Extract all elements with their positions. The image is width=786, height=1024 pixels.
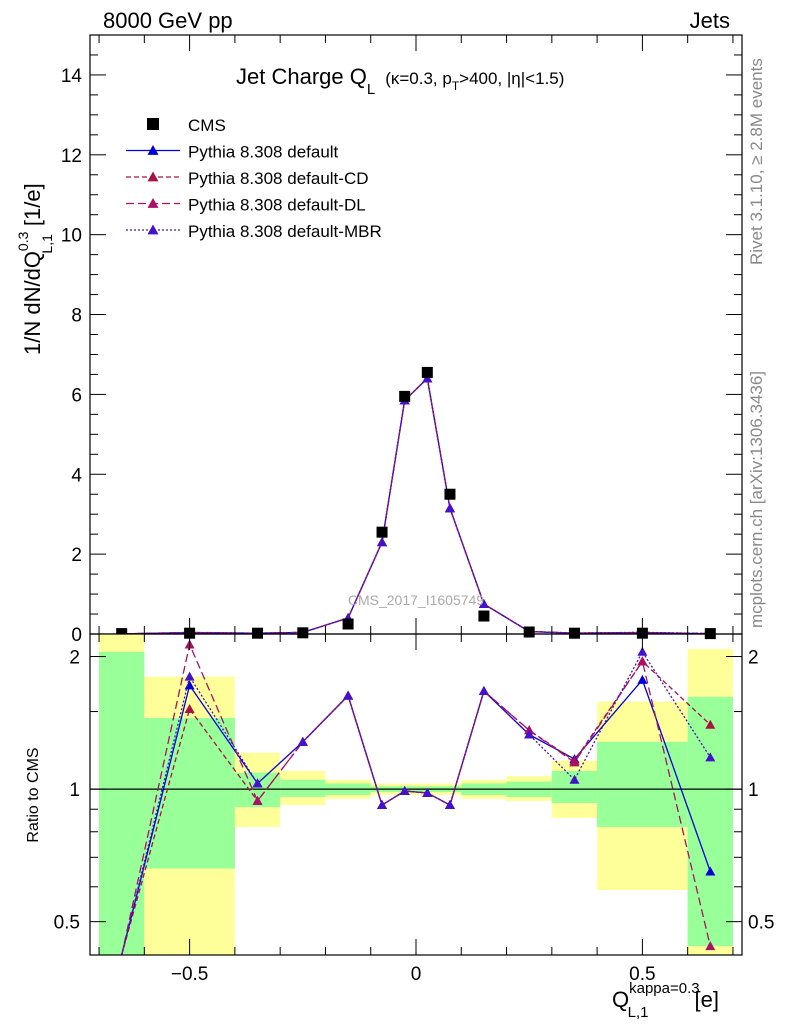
main-y-tick-label: 2 xyxy=(71,545,82,566)
ratio-series-marker xyxy=(569,774,580,784)
ratio-series-marker xyxy=(569,757,580,767)
header-right-label: Jets xyxy=(690,8,730,33)
cms-data-point xyxy=(399,390,411,402)
legend-label: Pythia 8.308 default-CD xyxy=(188,169,369,188)
cms-data-point xyxy=(297,627,309,639)
x-axis-label: Qkappa=0.3 L,1[e] xyxy=(612,980,719,1021)
legend-marker-square xyxy=(147,118,159,130)
x-tick-label: 0 xyxy=(411,964,422,985)
ratio-series-marker xyxy=(184,704,195,714)
ratio-series-marker xyxy=(705,866,716,876)
ratio-series-marker xyxy=(705,719,716,729)
legend: CMS Pythia 8.308 default Pythia 8.308 defa… xyxy=(126,116,382,241)
ratio-y-axis-label: Ratio to CMS xyxy=(25,747,42,842)
ratio-inner-band xyxy=(687,696,733,947)
legend-label: Pythia 8.308 default-MBR xyxy=(188,222,382,241)
cms-data-point xyxy=(376,526,388,538)
cms-data-point xyxy=(421,366,433,378)
ratio-plot-area: 0.5 0.5 1 1 2 2 −0.5 0 0.5 xyxy=(54,633,774,985)
ratio-inner-band xyxy=(144,718,235,869)
x-tick-label: −0.5 xyxy=(171,964,209,985)
ratio-series-marker xyxy=(184,680,195,690)
legend-label: CMS xyxy=(188,116,226,135)
ratio-series-marker xyxy=(399,786,410,796)
rivet-side-label: Rivet 3.1.10, ≥ 2.8M events xyxy=(747,58,766,265)
legend-label: Pythia 8.308 default-DL xyxy=(188,196,366,215)
main-series-line xyxy=(121,377,711,635)
cms-data-point xyxy=(478,610,490,622)
legend-label: Pythia 8.308 default xyxy=(188,143,339,162)
plot-title: Jet Charge QL(κ=0.3, pT>400, |η|<1.5) xyxy=(236,64,564,98)
cms-data-point xyxy=(252,627,264,639)
ratio-series-marker xyxy=(422,787,433,797)
ratio-series-marker xyxy=(252,778,263,788)
cms-data-point xyxy=(523,626,535,638)
ratio-series-marker xyxy=(252,795,263,805)
main-y-axis-label: 1/N dN/dQ0.3 L,1[1/e] xyxy=(15,183,55,355)
main-series-marker xyxy=(478,599,489,609)
main-plot-area: 0 2 4 6 8 10 12 14 xyxy=(61,34,743,646)
ratio-series-marker xyxy=(524,729,535,739)
ratio-series-marker xyxy=(444,800,455,810)
ratio-series-marker xyxy=(297,736,308,746)
main-y-tick-label: 12 xyxy=(61,146,82,167)
ratio-series-marker xyxy=(184,671,195,681)
ratio-y-tick-label: 2 xyxy=(69,648,80,669)
ratio-inner-band xyxy=(99,651,145,955)
main-y-tick-label: 6 xyxy=(71,385,82,406)
main-y-tick-label: 8 xyxy=(71,306,82,327)
analysis-watermark: CMS_2017_I1605749 xyxy=(348,592,484,608)
main-y-tick-label: 4 xyxy=(71,465,82,486)
cms-data-point xyxy=(342,618,354,630)
main-series-marker xyxy=(377,537,388,547)
ratio-inner-band xyxy=(280,779,326,797)
main-y-tick-label: 10 xyxy=(61,226,82,247)
ratio-series-line xyxy=(121,660,711,956)
ratio-series-marker xyxy=(705,941,716,951)
legend-marker-triangle xyxy=(147,145,159,155)
ratio-series-marker xyxy=(343,690,354,700)
ratio-y-tick-label-right: 1 xyxy=(748,780,759,801)
main-y-tick-label: 0 xyxy=(71,625,82,646)
ratio-y-tick-label-right: 0.5 xyxy=(748,913,774,934)
ratio-y-tick-label: 0.5 xyxy=(54,913,80,934)
ratio-series-line xyxy=(121,642,711,956)
ratio-inner-band xyxy=(597,741,688,828)
ratio-y-tick-label-right: 2 xyxy=(748,648,759,669)
ratio-series-marker xyxy=(637,646,648,656)
legend-marker-triangle xyxy=(147,224,159,235)
mcplots-side-label: mcplots.cern.ch [arXiv:1306.3436] xyxy=(747,371,766,628)
x-tick-label: 0.5 xyxy=(629,964,655,985)
legend-marker-triangle xyxy=(147,171,159,182)
ratio-series-marker xyxy=(705,752,716,762)
ratio-series-marker xyxy=(637,674,648,684)
ratio-series-marker xyxy=(377,800,388,810)
ratio-y-tick-label: 1 xyxy=(69,780,80,801)
header-left-label: 8000 GeV pp xyxy=(103,8,233,33)
ratio-series-marker xyxy=(637,656,648,666)
main-series-marker xyxy=(444,503,455,513)
main-y-tick-label: 14 xyxy=(61,66,83,87)
legend-marker-triangle xyxy=(147,198,159,208)
ratio-series-marker xyxy=(478,686,489,696)
cms-data-point xyxy=(568,627,580,639)
cms-data-point xyxy=(444,488,456,500)
